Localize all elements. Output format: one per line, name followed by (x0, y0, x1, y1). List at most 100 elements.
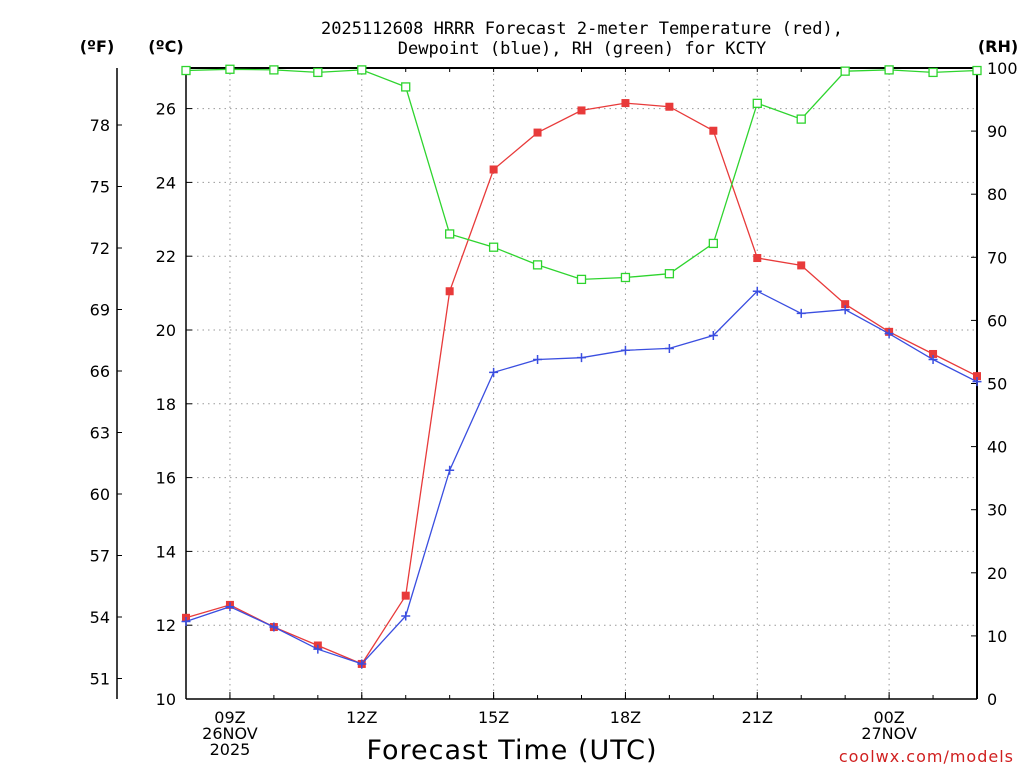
rh-point (532, 260, 543, 270)
fahrenheit-tick-label: 75 (90, 177, 110, 196)
dewpoint-point (181, 617, 191, 627)
dewpoint-point (533, 355, 543, 365)
rh-tick-label: 50 (987, 375, 1007, 394)
rh-point (752, 98, 762, 108)
rh-point (928, 67, 938, 78)
temperature-point (709, 126, 718, 135)
rh-tick-label: 90 (987, 122, 1007, 141)
chart-title-line2: Dewpoint (blue), RH (green) for KCTY (398, 39, 766, 59)
temperature-point (929, 349, 938, 358)
fahrenheit-tick-label: 72 (90, 239, 110, 258)
celsius-axis-label: (ºC) (148, 37, 183, 56)
celsius-tick-label: 24 (156, 173, 176, 192)
x-tick-label: 21Z (742, 708, 773, 727)
dewpoint-point (972, 377, 982, 387)
series-layer (181, 64, 982, 669)
rh-line (185, 68, 978, 281)
temperature-point (533, 128, 542, 137)
rh-point (708, 238, 718, 249)
fahrenheit-axis-label: (ºF) (80, 37, 115, 56)
dewpoint-point (269, 622, 279, 632)
rh-point (620, 272, 631, 283)
dewpoint-point (928, 355, 938, 365)
rh-point (401, 82, 411, 92)
dewpoint-point (445, 465, 455, 475)
rh-tick-label: 80 (987, 185, 1007, 204)
dewpoint-point (357, 659, 367, 669)
fahrenheit-tick-label: 51 (90, 669, 110, 688)
temperature-point (445, 287, 454, 296)
celsius-tick-label: 26 (156, 100, 176, 119)
rh-point (313, 67, 323, 78)
rh-point (664, 269, 675, 279)
x-axis-title: Forecast Time (UTC) (366, 735, 657, 766)
celsius-tick-label: 10 (156, 690, 176, 709)
dewpoint-point (796, 308, 806, 318)
temperature-point (621, 99, 630, 108)
rh-axis-label: (RH) (978, 37, 1018, 56)
dewpoint-point (489, 367, 499, 377)
rh-point (445, 229, 455, 239)
temperature-point (841, 300, 850, 309)
x-tick-label: 12Z (346, 708, 377, 727)
celsius-tick-label: 18 (156, 395, 176, 414)
x-tick-label: 09Z (214, 708, 245, 727)
temperature-point (973, 372, 981, 381)
x-tick-label: 00Z (873, 708, 904, 727)
rh-point (181, 65, 191, 76)
dewpoint-point (840, 305, 850, 315)
rh-point (357, 65, 367, 75)
credit-text: coolwx.com/models (839, 747, 1014, 766)
chart-title-line1: 2025112608 HRRR Forecast 2-meter Tempera… (321, 19, 843, 39)
rh-tick-label: 40 (987, 438, 1007, 457)
fahrenheit-tick-label: 66 (90, 362, 110, 381)
rh-tick-label: 70 (987, 248, 1007, 267)
celsius-tick-label: 20 (156, 321, 176, 340)
x-tick-label: 2025 (210, 740, 251, 759)
temperature-point (753, 254, 762, 263)
temperature-point (797, 261, 806, 270)
rh-point (840, 66, 850, 76)
fahrenheit-tick-label: 69 (90, 300, 110, 319)
dewpoint-point (401, 611, 411, 621)
celsius-tick-label: 22 (156, 247, 176, 266)
rh-tick-label: 100 (987, 59, 1018, 78)
dewpoint-point (664, 343, 674, 353)
x-tick-label: 18Z (610, 708, 641, 727)
plot-frame (116, 67, 978, 700)
rh-point (796, 114, 806, 124)
celsius-tick-label: 14 (156, 542, 176, 561)
fahrenheit-tick-label: 60 (90, 485, 110, 504)
rh-point (576, 274, 587, 285)
fahrenheit-tick-label: 54 (90, 608, 110, 627)
dewpoint-point (577, 353, 586, 363)
rh-tick-label: 10 (987, 627, 1007, 646)
rh-tick-label: 60 (987, 311, 1007, 330)
dewpoint-point (313, 644, 323, 654)
axis-ticks: 10 12 14 16 18 20 22 24 26 51 54 57 60 63 66 69 72 75 78 0 1… (90, 59, 1018, 759)
x-tick-label: 15Z (478, 708, 509, 727)
fahrenheit-tick-label: 78 (90, 116, 110, 135)
dewpoint-point (708, 331, 718, 341)
grid-lines (186, 68, 977, 699)
fahrenheit-tick-label: 63 (90, 423, 110, 442)
rh-tick-label: 20 (987, 564, 1007, 583)
dewpoint-point (884, 329, 894, 339)
rh-tick-label: 0 (987, 690, 997, 709)
celsius-tick-label: 16 (156, 469, 176, 488)
rh-point (884, 65, 894, 75)
temperature-point (489, 165, 498, 174)
fahrenheit-tick-label: 57 (90, 546, 110, 565)
rh-point (269, 65, 279, 75)
celsius-tick-label: 12 (156, 616, 176, 635)
x-tick-label: 26NOV (202, 724, 258, 743)
temperature-point (577, 106, 586, 115)
rh-point (225, 64, 235, 74)
temperature-point (665, 102, 674, 111)
rh-tick-label: 30 (987, 501, 1007, 520)
dewpoint-point (225, 602, 235, 612)
x-tick-label: 27NOV (861, 724, 917, 743)
temperature-point (401, 591, 410, 600)
rh-point (972, 65, 982, 76)
dewpoint-point (620, 345, 630, 355)
